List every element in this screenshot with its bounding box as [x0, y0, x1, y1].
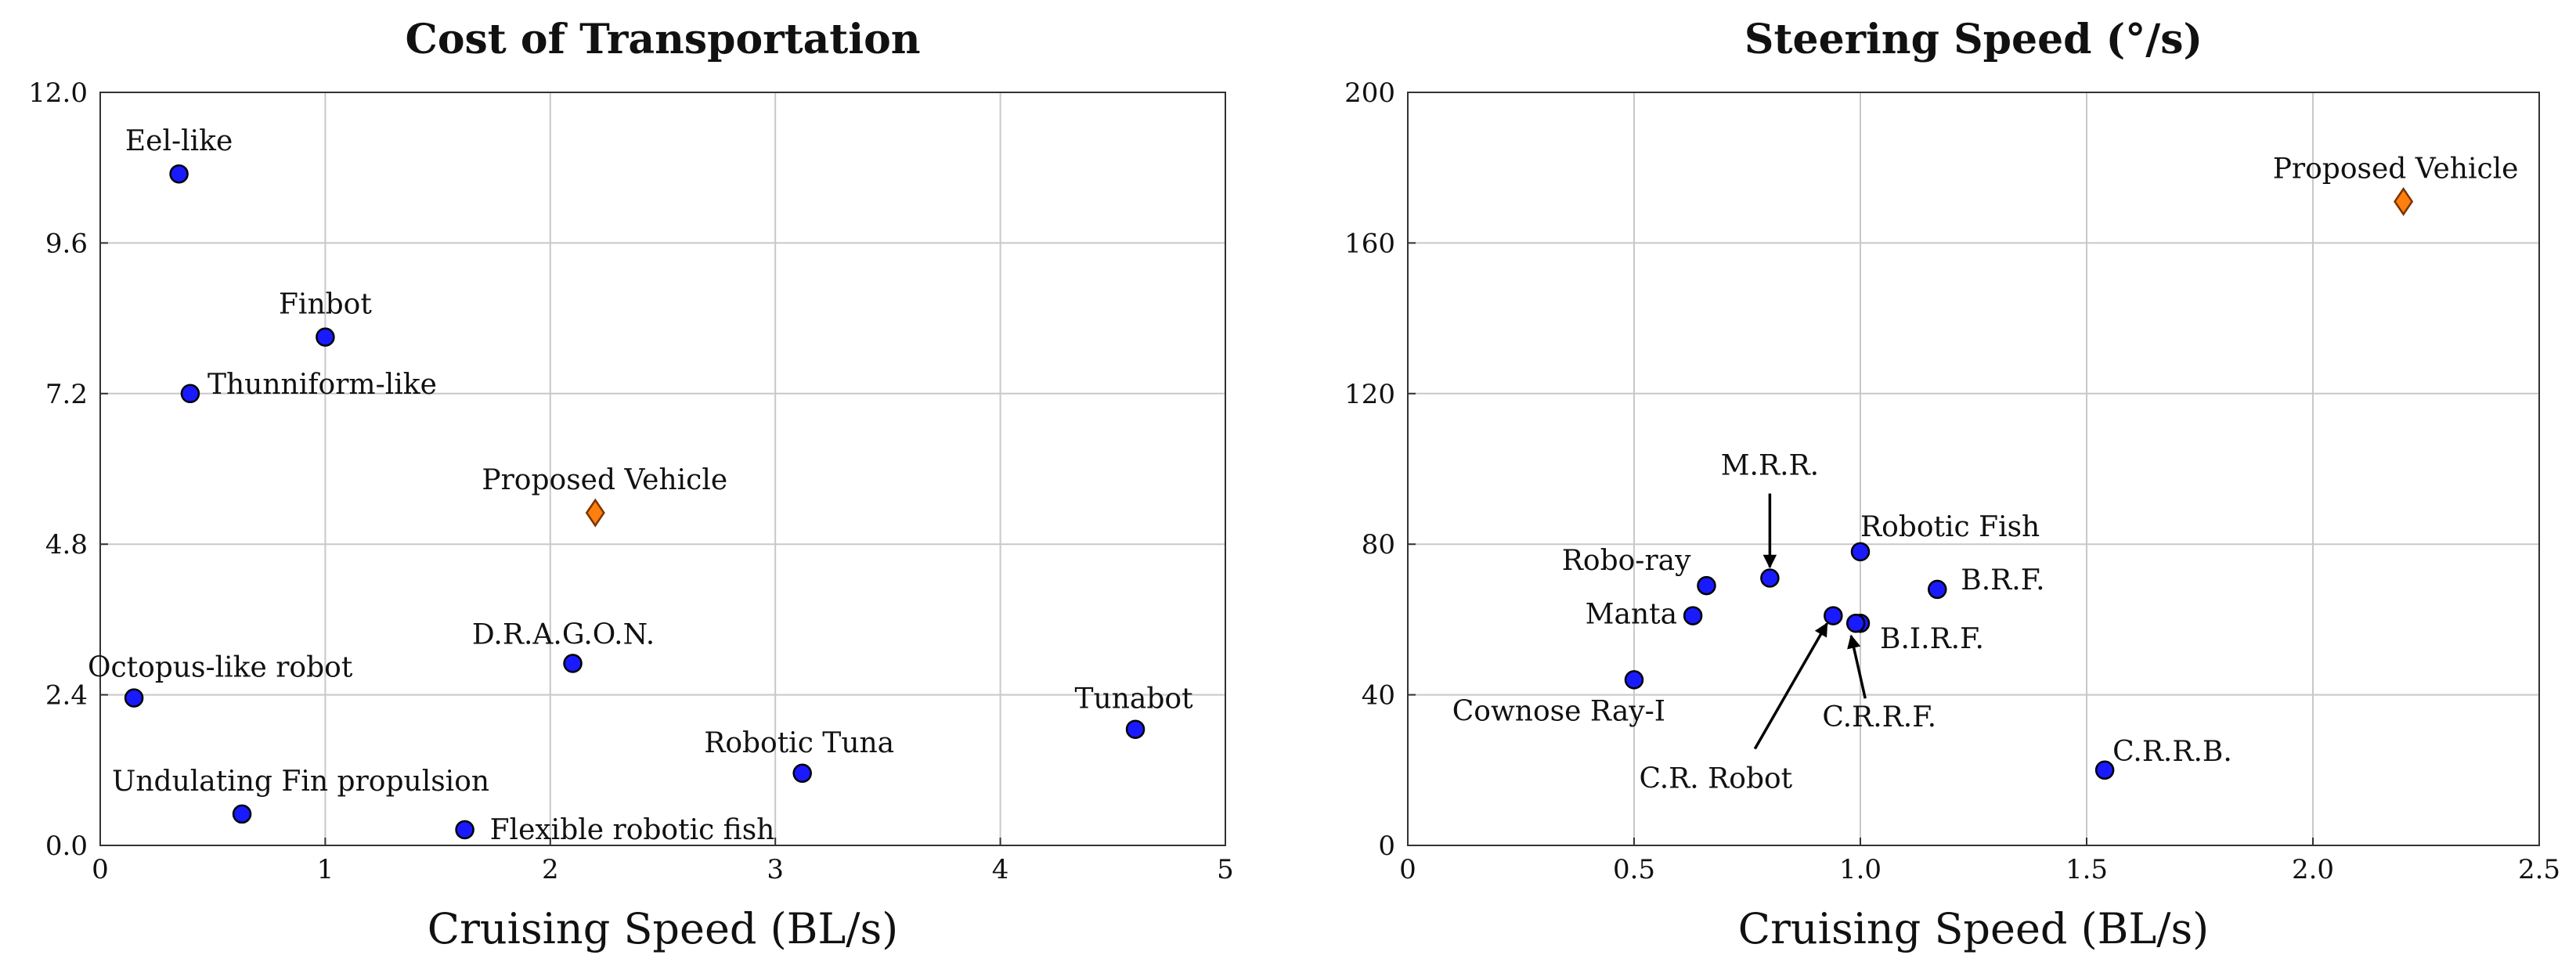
point-label-c-r-r-b: C.R.R.B.: [2112, 736, 2232, 768]
point-cownose-ray-i: [1624, 670, 1644, 690]
point-octopus-like-robot: [124, 688, 144, 708]
y-tick-label: 80: [1362, 529, 1395, 560]
x-tick-label: 0: [1399, 854, 1416, 885]
y-tick-label: 200: [1344, 77, 1395, 109]
chart-cost-of-transportation: 0 1 2 3 4 5 0.0 2.4 4.8 7.2 9.6 12.0 Cost of Transpo…: [28, 16, 1234, 953]
point-label-c-r-r-f: C.R.R.F.: [1822, 701, 1936, 733]
point-m-r-r: [1760, 568, 1780, 588]
point-label-undulating-fin-propulsion: Undulating Fin propulsion: [112, 766, 489, 798]
x-tick-label: 1.5: [2065, 854, 2108, 885]
point-label-proposed-vehicle: Proposed Vehicle: [482, 464, 727, 496]
point-label-tunabot: Tunabot: [1075, 683, 1194, 715]
chart-title: Cost of Transportation: [405, 16, 920, 63]
point-undulating-fin-propulsion: [232, 804, 252, 824]
point-label-eel-like: Eel-like: [125, 125, 233, 157]
x-tick-label: 2.0: [2292, 854, 2334, 885]
point-label-thunniform-like: Thunniform-like: [207, 369, 437, 401]
point-tunabot: [1125, 719, 1145, 739]
point-c-r-r-b: [2094, 760, 2115, 780]
chart-steering-speed: 0 0.5 1.0 1.5 2.0 2.5 0 40 80 120 160 200 Steering S…: [1344, 16, 2560, 953]
point-label-robotic-tuna: Robotic Tuna: [704, 727, 894, 759]
chart-title: Steering Speed (°/s): [1744, 16, 2203, 63]
y-tick-label: 12.0: [28, 77, 88, 109]
point-label-octopus-like-robot: Octopus-like robot: [88, 652, 353, 684]
x-tick-label: 1.0: [1839, 854, 1881, 885]
x-axis-label: Cruising Speed (BL/s): [428, 904, 898, 953]
point-flexible-robotic-fish: [455, 820, 474, 840]
point-label-proposed-vehicle: Proposed Vehicle: [2273, 153, 2519, 185]
point-manta: [1683, 606, 1703, 625]
y-tick-label: 2.4: [45, 680, 88, 712]
y-tick-label: 4.8: [45, 529, 88, 560]
plot-frame: [99, 92, 1226, 846]
point-b-r-f: [1928, 579, 1947, 600]
point-proposed-vehicle: [585, 498, 605, 528]
point-label-m-r-r: M.R.R.: [1721, 449, 1819, 481]
point-label-d-r-a-g-o-n: D.R.A.G.O.N.: [472, 619, 655, 651]
annotation-arrow-c-r-robot: [1753, 622, 1828, 750]
x-tick-label: 2: [542, 854, 559, 885]
point-label-cownose-ray-i: Cownose Ray-I: [1452, 695, 1665, 727]
x-tick-label: 2.5: [2518, 854, 2560, 885]
y-tick-label: 40: [1362, 680, 1395, 712]
point-label-b-i-r-f: B.I.R.F.: [1880, 623, 1984, 655]
point-robo-ray: [1697, 575, 1716, 596]
point-label-robo-ray: Robo-ray: [1562, 545, 1691, 577]
point-label-robotic-fish: Robotic Fish: [1860, 511, 2040, 543]
point-eel-like: [169, 164, 189, 184]
point-robotic-tuna: [792, 763, 812, 784]
point-label-b-r-f: B.R.F.: [1961, 564, 2044, 596]
point-proposed-vehicle: [2394, 187, 2414, 216]
point-thunniform-like: [180, 384, 200, 404]
y-tick-label: 9.6: [45, 228, 88, 259]
y-tick-label: 0.0: [45, 831, 88, 862]
y-tick-label: 0: [1378, 831, 1395, 862]
point-label-c-r-robot: C.R. Robot: [1639, 763, 1792, 795]
point-finbot: [316, 327, 335, 347]
point-robotic-fish: [1850, 542, 1871, 562]
point-label-flexible-robotic-fish: Flexible robotic fish: [490, 814, 775, 846]
annotation-arrow-c-r-r-f: [1847, 634, 1867, 699]
y-tick-label: 7.2: [45, 379, 88, 410]
x-tick-label: 3: [767, 854, 784, 885]
point-label-finbot: Finbot: [279, 289, 372, 321]
point-label-manta: Manta: [1586, 599, 1677, 631]
x-tick-label: 0: [92, 854, 109, 885]
plot-frame: [1407, 92, 2540, 846]
point-d-r-a-g-o-n: [563, 654, 583, 673]
x-tick-label: 5: [1217, 854, 1234, 885]
x-tick-label: 4: [992, 854, 1009, 885]
y-tick-label: 120: [1344, 379, 1395, 410]
x-tick-label: 0.5: [1613, 854, 1655, 885]
y-tick-label: 160: [1344, 228, 1395, 259]
x-tick-label: 1: [317, 854, 334, 885]
x-axis-label: Cruising Speed (BL/s): [1738, 904, 2209, 953]
point-c-r-r-f: [1845, 613, 1866, 633]
point-c-r-robot: [1824, 606, 1843, 625]
